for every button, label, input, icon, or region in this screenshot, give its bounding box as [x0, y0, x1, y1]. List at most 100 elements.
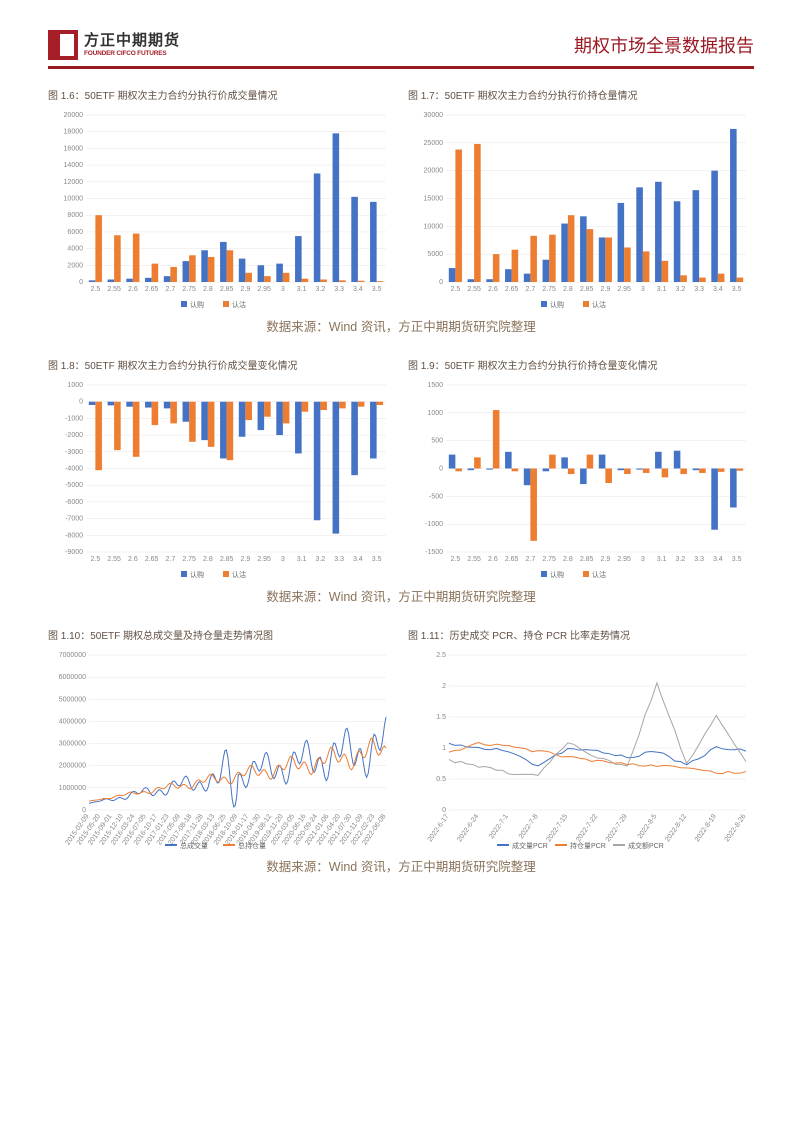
svg-text:-8000: -8000	[65, 532, 83, 539]
svg-text:2022-7-22: 2022-7-22	[575, 813, 599, 843]
svg-text:2.8: 2.8	[563, 556, 573, 563]
svg-text:2.65: 2.65	[505, 286, 519, 293]
svg-text:-1000: -1000	[65, 415, 83, 422]
svg-text:30000: 30000	[424, 112, 444, 119]
svg-text:1000: 1000	[427, 410, 443, 417]
svg-text:5000: 5000	[427, 251, 443, 258]
svg-text:2.6: 2.6	[488, 556, 498, 563]
svg-text:3.5: 3.5	[732, 556, 742, 563]
svg-text:0: 0	[439, 279, 443, 286]
page-header: 方正中期期货 FOUNDER CIFCO FUTURES 期权市场全景数据报告	[48, 30, 754, 69]
svg-text:3.3: 3.3	[334, 286, 344, 293]
source-3: 数据来源：Wind 资讯，方正中期期货研究院整理	[48, 856, 754, 875]
svg-text:1000000: 1000000	[59, 785, 86, 792]
svg-text:2.75: 2.75	[542, 286, 556, 293]
svg-text:-3000: -3000	[65, 449, 83, 456]
svg-text:3.3: 3.3	[334, 556, 344, 563]
svg-text:2.95: 2.95	[257, 556, 271, 563]
svg-text:2.5: 2.5	[451, 286, 461, 293]
svg-text:2022-8-5: 2022-8-5	[637, 813, 659, 840]
svg-text:认购: 认购	[550, 300, 564, 309]
svg-text:2.85: 2.85	[220, 286, 234, 293]
svg-text:2.55: 2.55	[467, 286, 481, 293]
svg-text:2.85: 2.85	[220, 556, 234, 563]
svg-text:2.5: 2.5	[451, 556, 461, 563]
svg-text:2.75: 2.75	[182, 556, 196, 563]
svg-text:1: 1	[442, 745, 446, 752]
svg-text:0.5: 0.5	[436, 776, 446, 783]
svg-text:5000000: 5000000	[59, 696, 86, 703]
chart-1-10-title: 图 1.10：50ETF 期权总成交量及持仓量走势情况图	[48, 627, 394, 642]
svg-text:2.7: 2.7	[526, 556, 536, 563]
svg-text:2.5: 2.5	[91, 286, 101, 293]
chart-1-8: -9000-8000-7000-6000-5000-4000-3000-2000…	[48, 380, 394, 580]
svg-text:3.1: 3.1	[297, 556, 307, 563]
svg-text:500: 500	[431, 438, 443, 445]
svg-text:总持仓量: 总持仓量	[238, 841, 266, 850]
svg-text:3: 3	[281, 556, 285, 563]
svg-text:20000: 20000	[424, 168, 444, 175]
svg-text:总成交量: 总成交量	[180, 841, 208, 850]
svg-text:3.1: 3.1	[657, 286, 667, 293]
svg-text:0: 0	[439, 466, 443, 473]
chart-1-7: 0500010000150002000025000300002.52.552.6…	[408, 110, 754, 310]
svg-text:3: 3	[641, 556, 645, 563]
chart-1-9-title: 图 1.9：50ETF 期权次主力合约分执行价持仓量变化情况	[408, 357, 754, 372]
chart-1-6-title: 图 1.6：50ETF 期权次主力合约分执行价成交量情况	[48, 87, 394, 102]
svg-text:6000: 6000	[67, 229, 83, 236]
svg-text:14000: 14000	[64, 162, 84, 169]
svg-text:-1500: -1500	[425, 549, 443, 556]
svg-text:2022-8-12: 2022-8-12	[664, 813, 688, 843]
svg-text:2.8: 2.8	[203, 556, 213, 563]
svg-text:3.5: 3.5	[372, 556, 382, 563]
svg-text:成交量PCR: 成交量PCR	[512, 841, 548, 850]
svg-text:1500: 1500	[427, 382, 443, 389]
svg-text:15000: 15000	[424, 196, 444, 203]
svg-text:3.4: 3.4	[353, 286, 363, 293]
svg-text:-5000: -5000	[65, 482, 83, 489]
svg-text:认购: 认购	[190, 300, 204, 309]
svg-text:认购: 认购	[550, 570, 564, 579]
svg-text:2.65: 2.65	[145, 556, 159, 563]
chart-1-10: 0100000020000003000000400000050000006000…	[48, 650, 394, 850]
svg-text:2.95: 2.95	[617, 556, 631, 563]
svg-text:3.1: 3.1	[657, 556, 667, 563]
svg-text:2.6: 2.6	[488, 286, 498, 293]
svg-text:2.9: 2.9	[241, 286, 251, 293]
svg-text:3.5: 3.5	[732, 286, 742, 293]
chart-1-6: 0200040006000800010000120001400016000180…	[48, 110, 394, 310]
svg-text:2022-8-19: 2022-8-19	[694, 813, 718, 843]
svg-text:2.7: 2.7	[166, 286, 176, 293]
svg-text:认沽: 认沽	[592, 300, 606, 309]
svg-text:2.6: 2.6	[128, 286, 138, 293]
svg-text:2000000: 2000000	[59, 763, 86, 770]
svg-text:12000: 12000	[64, 179, 84, 186]
logo-cn: 方正中期期货	[84, 33, 180, 50]
svg-text:8000: 8000	[67, 212, 83, 219]
svg-text:3.2: 3.2	[316, 286, 326, 293]
svg-text:2022-6-17: 2022-6-17	[427, 813, 451, 843]
svg-text:2022-8-26: 2022-8-26	[724, 813, 748, 843]
svg-text:-4000: -4000	[65, 466, 83, 473]
svg-text:3000000: 3000000	[59, 741, 86, 748]
svg-text:3.5: 3.5	[372, 286, 382, 293]
svg-text:成交额PCR: 成交额PCR	[628, 841, 664, 850]
svg-text:2.95: 2.95	[617, 286, 631, 293]
svg-text:2.55: 2.55	[107, 286, 121, 293]
svg-text:2.5: 2.5	[91, 556, 101, 563]
chart-1-8-title: 图 1.8：50ETF 期权次主力合约分执行价成交量变化情况	[48, 357, 394, 372]
svg-text:1.5: 1.5	[436, 714, 446, 721]
svg-text:-9000: -9000	[65, 549, 83, 556]
logo-icon	[48, 30, 78, 60]
svg-text:3.3: 3.3	[694, 556, 704, 563]
svg-text:2.5: 2.5	[436, 652, 446, 659]
svg-text:2022-7-1: 2022-7-1	[488, 813, 510, 840]
svg-text:-500: -500	[429, 493, 443, 500]
svg-text:6000000: 6000000	[59, 674, 86, 681]
svg-text:2.8: 2.8	[203, 286, 213, 293]
svg-text:2.8: 2.8	[563, 286, 573, 293]
svg-text:2.55: 2.55	[107, 556, 121, 563]
svg-text:2.7: 2.7	[166, 556, 176, 563]
svg-text:2.75: 2.75	[182, 286, 196, 293]
svg-text:3.4: 3.4	[713, 556, 723, 563]
